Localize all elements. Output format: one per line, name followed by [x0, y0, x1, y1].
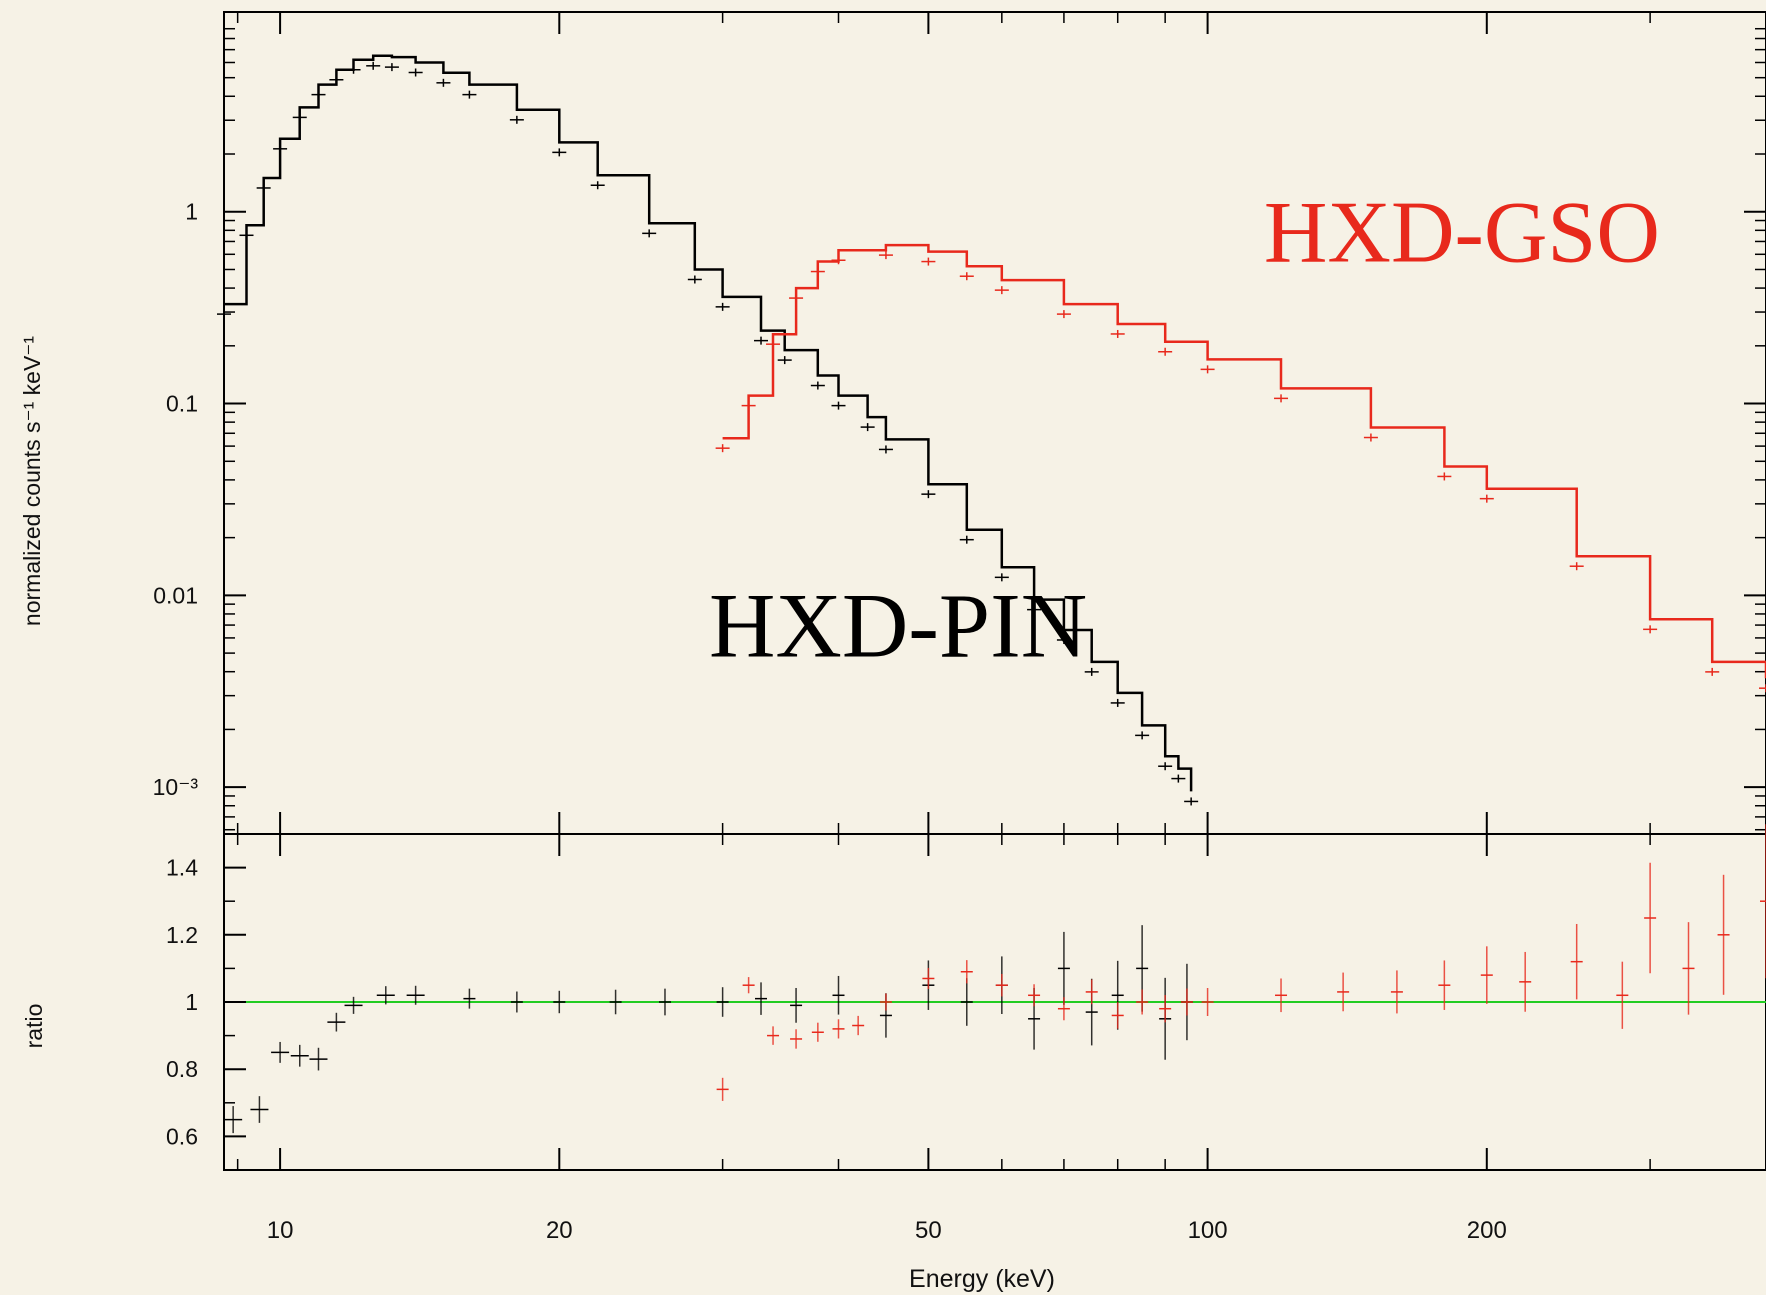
ratio-y-tick-label: 1.2 [166, 922, 198, 948]
spectrum-y-tick-label: 1 [185, 199, 198, 225]
x-tick-label: 50 [915, 1217, 942, 1244]
ratio-panel: 0.6 0.8 1 1.2 1.4 10 20 50 100 200 ratio Energy … [21, 824, 1766, 1293]
spectrum-y-tick-label: 10⁻³ [153, 774, 199, 800]
spectrum-y-axis-label: normalized counts s⁻¹ keV⁻¹ [19, 336, 45, 627]
x-tick-label: 100 [1188, 1217, 1228, 1244]
ratio-x-ticks: 10 20 50 100 200 [236, 1148, 1651, 1244]
ratio-y-tick-label: 0.6 [166, 1123, 198, 1149]
spectrum-model-line-pin [224, 54, 1193, 792]
ratio-y-tick-label: 1.4 [166, 855, 198, 881]
x-axis-label: Energy (keV) [909, 1265, 1055, 1293]
spectrum-y-tick-label: 0.01 [153, 582, 198, 608]
ratio-y-tick-label: 1 [185, 989, 198, 1015]
spectrum-model-line-gso [722, 243, 1766, 679]
ratio-y-ticks: 0.6 0.8 1 1.2 1.4 [166, 833, 246, 1171]
spectrum-y-tick-label: 0.1 [166, 391, 198, 417]
annotation-hxd-gso: HXD-GSO [1264, 185, 1660, 282]
annotation-hxd-pin: HXD-PIN [709, 575, 1087, 677]
ratio-series [224, 824, 1766, 1134]
ratio-y-tick-label: 0.8 [166, 1056, 198, 1082]
x-tick-label: 200 [1467, 1217, 1507, 1244]
x-tick-label: 10 [267, 1217, 294, 1244]
spectrum-panel: 1 0.1 0.01 10⁻³ HXD-PIN HXD-GSO normalized … [19, 11, 1766, 856]
spectrum-y-ticks: 1 0.1 0.01 10⁻³ [153, 27, 1766, 831]
spectrum-series [217, 54, 1766, 806]
ratio-y-axis-label: ratio [21, 1004, 47, 1049]
x-tick-label: 20 [546, 1217, 573, 1244]
